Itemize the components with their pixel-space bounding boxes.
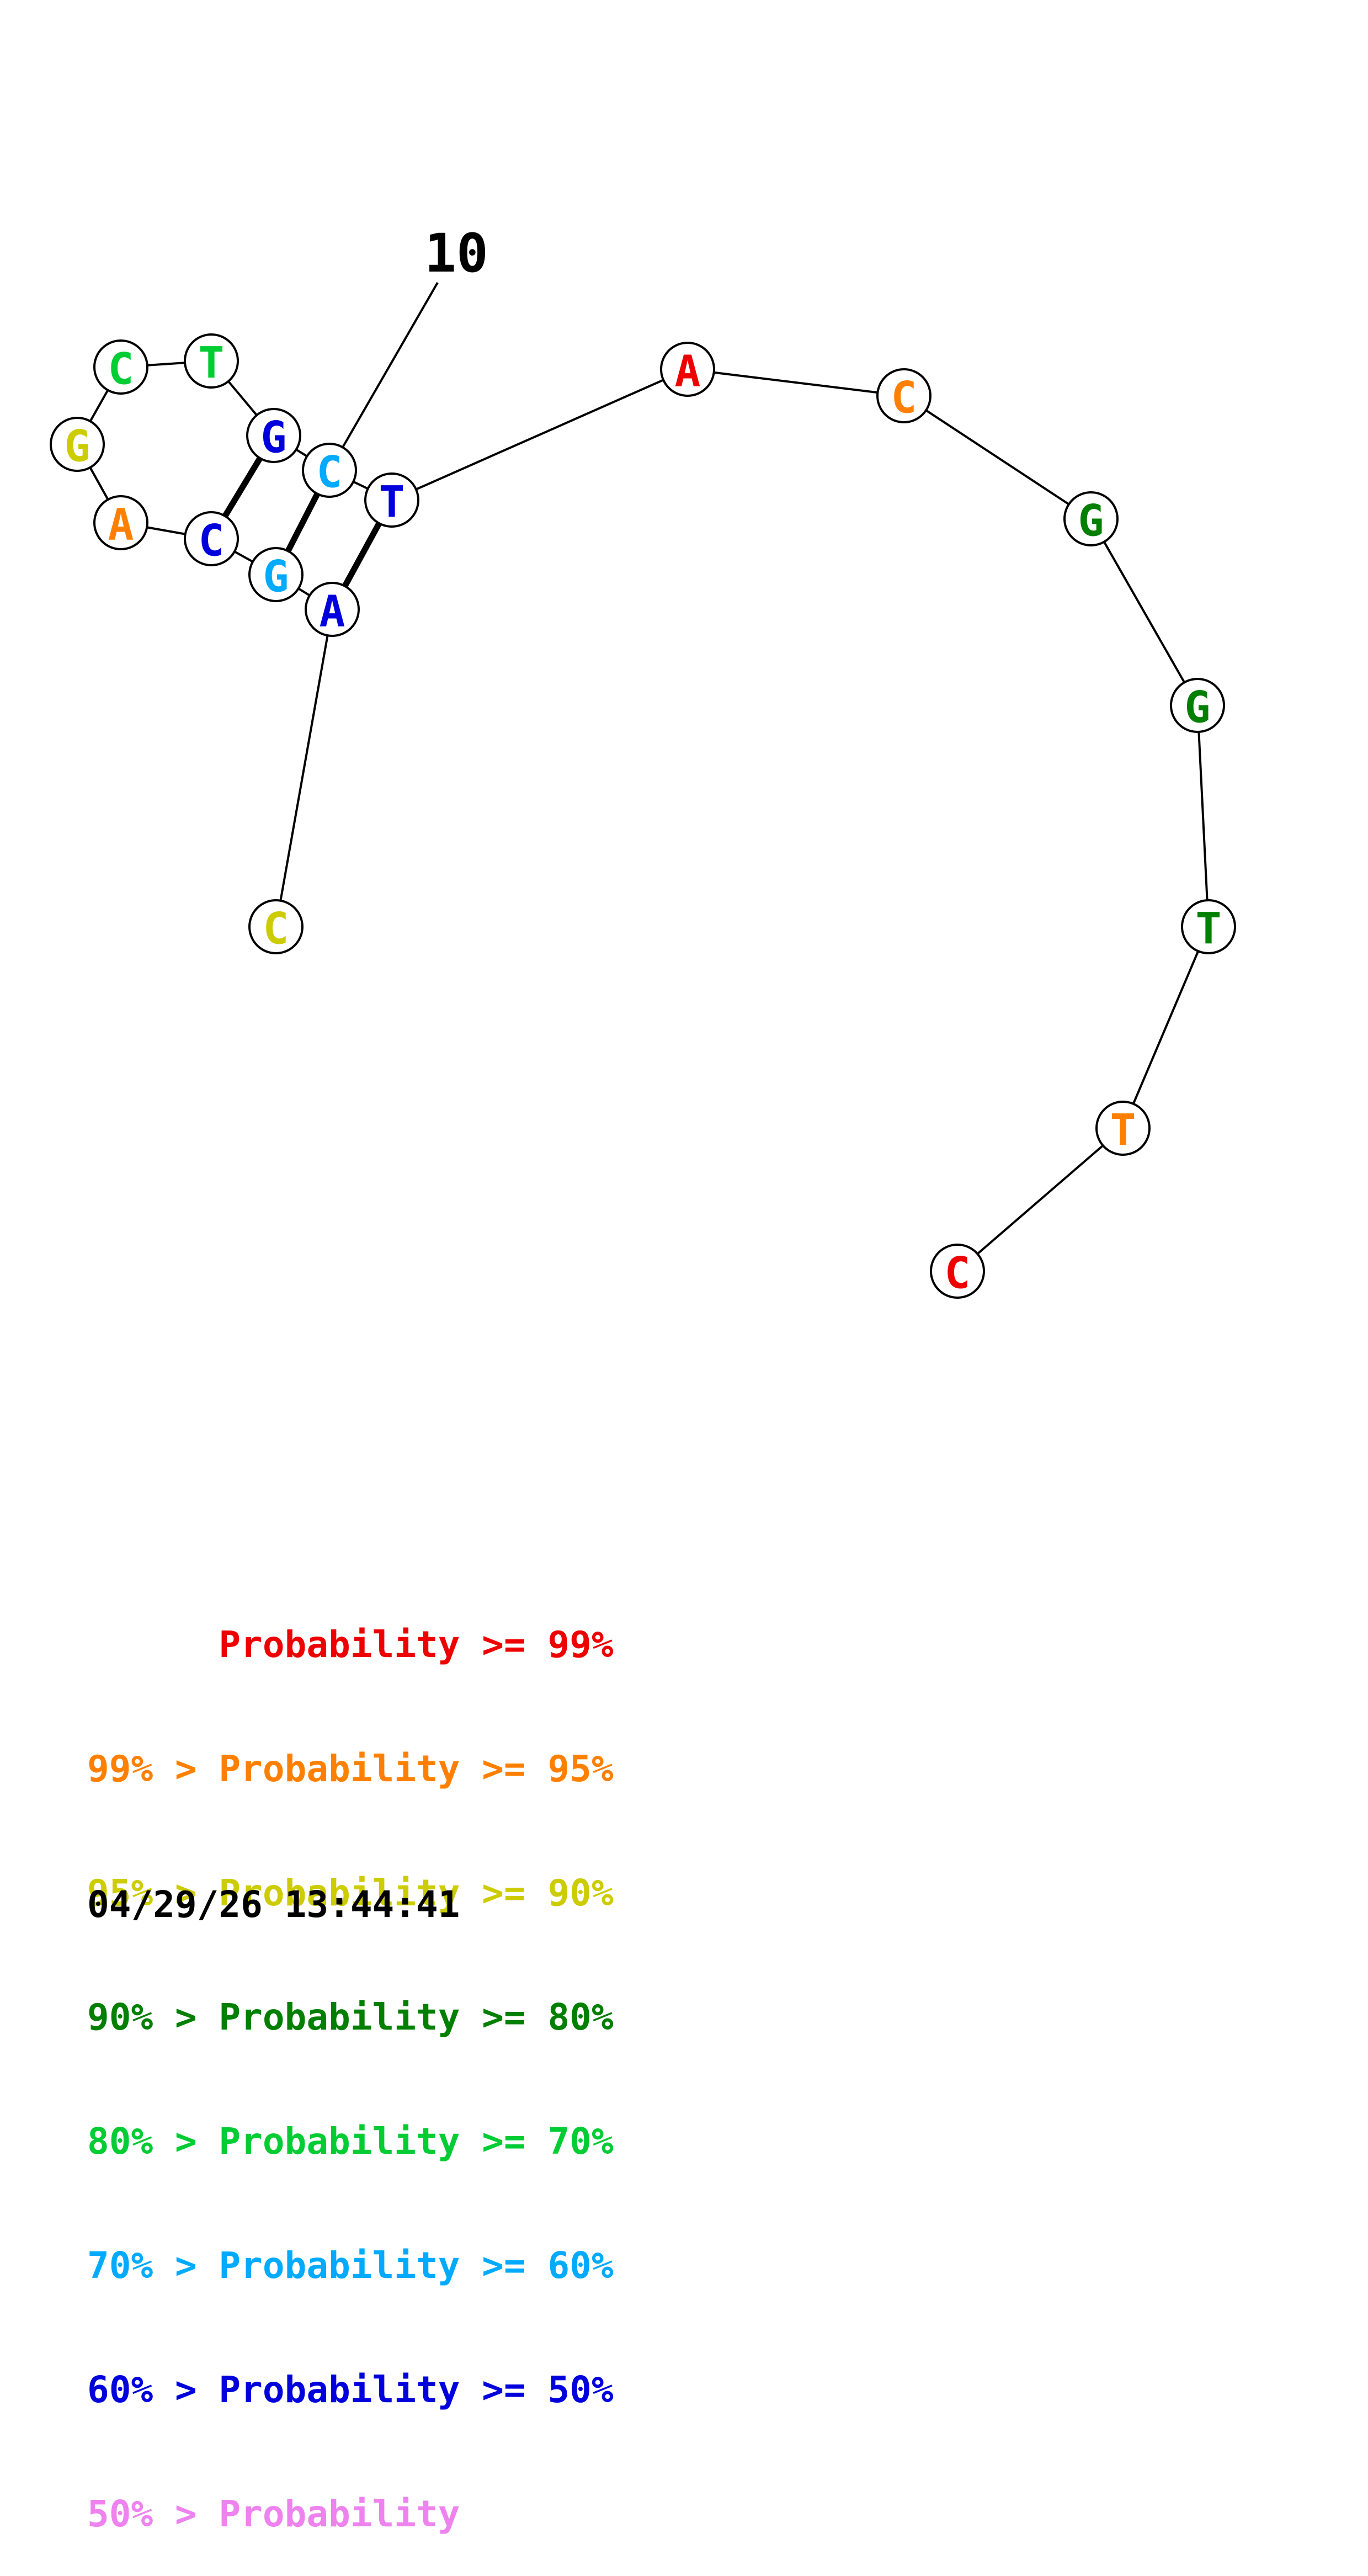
nucleotide-circle xyxy=(184,333,239,389)
nucleotide-base: G xyxy=(263,553,289,602)
legend-line-p-lt50: 50% > Probability xyxy=(87,2493,460,2535)
legend-line-p80-90: 90% > Probability >= 80% xyxy=(87,1996,614,2038)
nucleotide-base: C xyxy=(199,517,225,566)
nucleotide-circle xyxy=(93,339,148,395)
nucleotide-circle xyxy=(876,368,931,423)
legend-line-p60-70: 70% > Probability >= 60% xyxy=(87,2244,614,2287)
legend-line-p70-80: 80% > Probability >= 70% xyxy=(87,2120,614,2163)
nucleotide-circle xyxy=(246,408,301,463)
backbone-edge xyxy=(687,368,904,397)
backbone-edge xyxy=(956,1127,1124,1272)
backbone-edge xyxy=(1122,926,1210,1129)
legend-line-p90-95: 95% > Probability >= 90% xyxy=(87,1872,614,1914)
nucleotide-base: C xyxy=(891,374,917,423)
backbone-edge xyxy=(903,395,1092,520)
position-label: 10 xyxy=(424,222,488,284)
nucleotide-circle xyxy=(660,342,715,397)
position-label-pointer xyxy=(328,282,439,471)
nucleotide-circle xyxy=(248,899,304,954)
nucleotide-base: G xyxy=(261,413,287,463)
nucleotide-base: T xyxy=(1196,905,1222,954)
nucleotide-base: T xyxy=(1110,1106,1136,1156)
nucleotide-circle xyxy=(302,443,357,498)
nucleotide-base: A xyxy=(675,347,701,397)
backbone-edge xyxy=(1090,518,1199,706)
nucleotide-circle xyxy=(1170,678,1225,733)
nucleotide-circle xyxy=(50,417,105,472)
probability-legend: Probability >= 99% 99% > Probability >= … xyxy=(87,1541,614,2576)
nucleotide-circle xyxy=(184,511,239,566)
nucleotide-circle xyxy=(930,1244,985,1299)
backbone-edge xyxy=(275,609,333,927)
nucleotide-base: T xyxy=(379,478,405,528)
legend-line-p99: Probability >= 99% xyxy=(87,1623,614,1666)
nucleotide-base: G xyxy=(1078,497,1104,546)
backbone-edge xyxy=(1196,705,1210,927)
nucleotide-base: A xyxy=(108,501,134,550)
legend-line-p95-99: 99% > Probability >= 95% xyxy=(87,1748,614,1790)
backbone-edge xyxy=(391,368,688,501)
nucleotide-base: C xyxy=(263,905,289,954)
legend-line-p50-60: 60% > Probability >= 50% xyxy=(87,2368,614,2411)
nucleotide-circle xyxy=(93,495,148,550)
nucleotide-base: G xyxy=(65,422,91,472)
nucleotide-base: C xyxy=(945,1249,971,1299)
nucleotide-circle xyxy=(1095,1101,1151,1156)
nucleotide-base: G xyxy=(1185,683,1211,733)
nucleotide-base: T xyxy=(199,339,225,389)
nucleotide-base: C xyxy=(317,448,343,498)
timestamp: 04/29/26 13:44:41 xyxy=(87,1883,460,1926)
nucleotide-circle xyxy=(1063,491,1119,546)
nucleotide-base: C xyxy=(108,345,134,395)
nucleotide-circle xyxy=(305,582,360,637)
nucleotide-circle xyxy=(1181,899,1236,954)
nucleotide-circle xyxy=(364,472,419,528)
nucleotide-circle xyxy=(248,547,304,602)
nucleotide-base: A xyxy=(320,587,345,637)
